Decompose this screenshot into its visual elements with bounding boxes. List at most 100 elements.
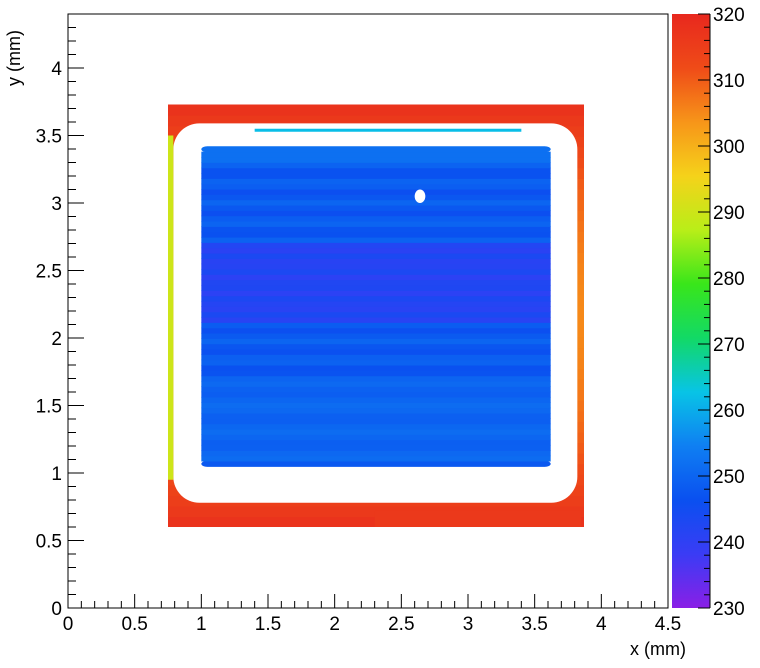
x-tick-label: 4.5 (655, 614, 681, 635)
colorbar-tick-label: 240 (713, 533, 745, 554)
y-tick-label: 0.5 (36, 532, 62, 553)
colorbar-tick-label: 290 (713, 203, 745, 224)
central-band (201, 199, 551, 206)
central-band (201, 247, 551, 254)
central-band (201, 252, 551, 259)
central-band (201, 188, 551, 195)
y-tick-label: 4 (51, 59, 62, 80)
x-tick-label: 2 (329, 614, 340, 635)
central-band (201, 284, 551, 291)
colorbar-tick-label: 260 (713, 401, 745, 422)
central-band (201, 348, 551, 355)
x-tick-label: 3 (463, 614, 474, 635)
colorbar-tick-label: 250 (713, 467, 745, 488)
central-band (201, 327, 551, 334)
central-band (201, 274, 551, 281)
colorbar-tick-label: 300 (713, 137, 745, 158)
central-band (201, 364, 551, 371)
central-band (201, 146, 551, 153)
central-band (201, 210, 551, 217)
left-edge-line (168, 135, 174, 480)
colorbar-tick-label: 270 (713, 335, 745, 356)
central-band (201, 194, 551, 201)
central-band (201, 343, 551, 350)
y-tick-label: 3 (51, 194, 62, 215)
colorbar-tick-label: 230 (713, 599, 745, 620)
y-tick-label: 1.5 (36, 397, 62, 418)
x-tick-label: 0 (63, 614, 74, 635)
colorbar-tick-label: 310 (713, 71, 745, 92)
central-band (201, 338, 551, 345)
x-tick-label: 4 (596, 614, 607, 635)
y-tick-label: 0 (51, 599, 62, 620)
central-band (201, 375, 551, 382)
central-band (201, 402, 551, 409)
central-band (201, 300, 551, 307)
frame-cell (168, 104, 584, 116)
central-band (201, 386, 551, 393)
central-band (201, 428, 551, 435)
central-band (201, 423, 551, 430)
central-band (201, 412, 551, 419)
colorbar: 230 240 250 260 270 280 290 300 310 320 (672, 5, 745, 620)
central-band (201, 306, 551, 313)
central-band (201, 332, 551, 339)
central-band (201, 279, 551, 286)
top-streak (254, 128, 522, 132)
central-band (201, 178, 551, 185)
colorbar-tick-label: 280 (713, 269, 745, 290)
x-tick-label: 3.5 (521, 614, 547, 635)
y-tick-label: 2.5 (36, 262, 62, 283)
y-tick-label: 3.5 (36, 127, 62, 148)
central-band (201, 167, 551, 174)
x-tick-label: 1 (196, 614, 207, 635)
heatmap-layer (168, 104, 584, 527)
central-band (201, 439, 551, 446)
central-band (201, 434, 551, 441)
central-band (201, 263, 551, 270)
central-band (201, 460, 551, 467)
central-band (201, 242, 551, 249)
hole-defect (414, 189, 426, 203)
central-band (201, 391, 551, 398)
central-band (201, 172, 551, 179)
x-tick-label: 0.5 (121, 614, 147, 635)
x-axis-title: x (mm) (630, 639, 686, 659)
x-tick-label: 1.5 (255, 614, 281, 635)
central-band (201, 151, 551, 158)
central-band (201, 322, 551, 329)
central-band (201, 359, 551, 366)
y-axis-title: y (mm) (4, 30, 24, 86)
central-band (201, 380, 551, 387)
central-band (201, 354, 551, 361)
frame-cell (168, 115, 584, 127)
y-tick-label: 1 (51, 464, 62, 485)
central-band (201, 290, 551, 297)
central-band (201, 183, 551, 190)
colorbar-tick-label: 320 (713, 5, 745, 26)
central-band (201, 162, 551, 169)
central-band (201, 396, 551, 403)
central-band (201, 450, 551, 457)
central-band (201, 220, 551, 227)
colorbar-gradient (672, 14, 710, 608)
central-band (201, 407, 551, 414)
central-band (201, 295, 551, 302)
central-band (201, 455, 551, 462)
central-band (201, 258, 551, 265)
central-band (201, 268, 551, 275)
central-band (201, 316, 551, 323)
x-tick-label: 2.5 (388, 614, 414, 635)
central-band (201, 370, 551, 377)
central-band (201, 226, 551, 233)
central-band (201, 231, 551, 238)
central-band (201, 204, 551, 211)
central-band (201, 236, 551, 243)
y-tick-label: 2 (51, 329, 62, 350)
central-band (201, 156, 551, 163)
axes: 0 0.5 1 1.5 2 2.5 3 3.5 4 4.5 0 0.5 1 1.5 2 2.5 3 3.5 4 (36, 13, 681, 635)
bottom-strip (374, 510, 582, 527)
central-band (201, 418, 551, 425)
